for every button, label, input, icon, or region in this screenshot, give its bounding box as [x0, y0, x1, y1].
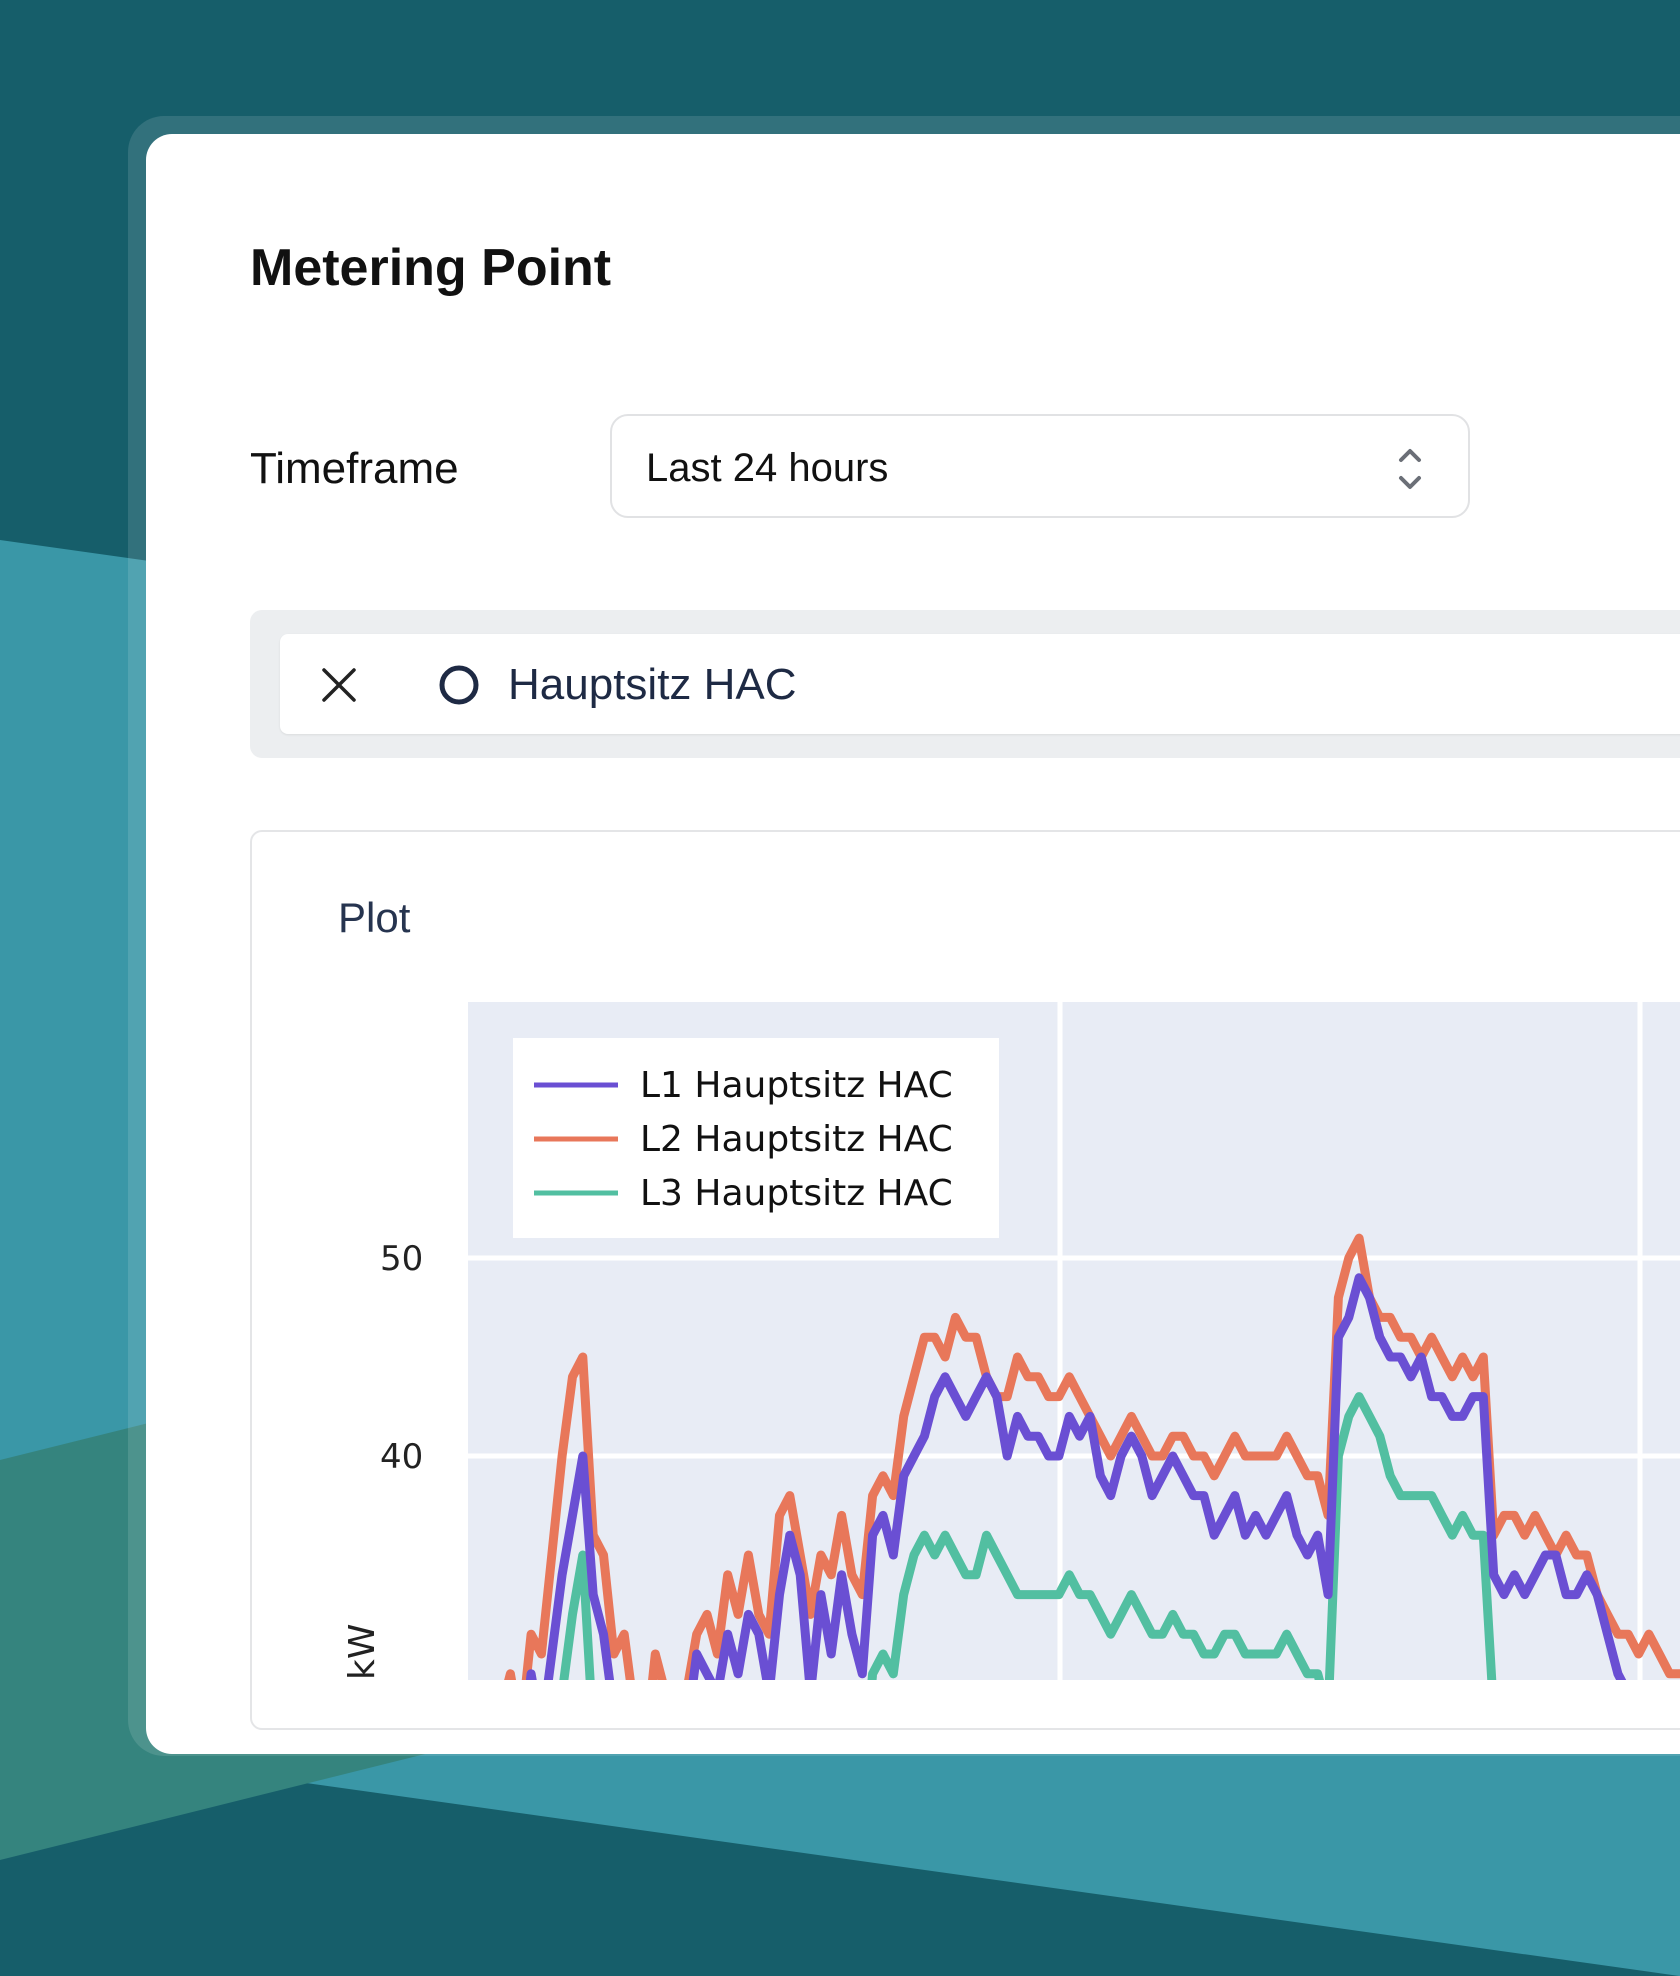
timeframe-label: Timeframe: [250, 444, 459, 493]
series-line: [525, 1273, 1627, 1680]
chart-legend: L1 Hauptsitz HAC L2 Hauptsitz HAC L3 Haupt…: [513, 1038, 999, 1238]
metering-point-chip[interactable]: Hauptsitz HAC: [280, 634, 1680, 734]
y-axis-label: kW: [342, 1624, 383, 1680]
chevron-up-down-icon: [1399, 449, 1421, 489]
circle-icon: [439, 665, 479, 705]
legend-label: L2 Hauptsitz HAC: [640, 1119, 953, 1160]
chip-label: Hauptsitz HAC: [508, 660, 797, 709]
series-line: [559, 1392, 1497, 1680]
close-icon[interactable]: [320, 666, 358, 704]
y-tick-label: 50: [380, 1239, 423, 1279]
y-tick-label: 40: [380, 1437, 423, 1477]
timeframe-select[interactable]: Last 24 hours: [610, 414, 1470, 518]
legend-label: L3 Hauptsitz HAC: [640, 1173, 953, 1214]
power-chart: 40 50 kW L1 Hauptsitz HAC L2 Hauptsitz HAC…: [342, 1002, 1680, 1680]
legend-label: L1 Hauptsitz HAC: [640, 1065, 953, 1106]
timeframe-select-value: Last 24 hours: [646, 446, 889, 490]
page-title: Metering Point: [250, 239, 612, 297]
plot-card-title: Plot: [338, 894, 411, 941]
